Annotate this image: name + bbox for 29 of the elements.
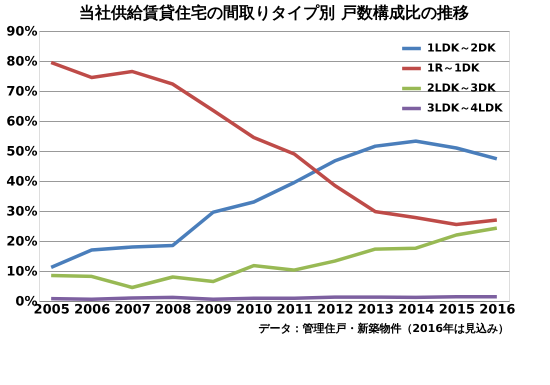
legend-label: 3LDK～4LDK: [427, 102, 504, 114]
x-tick-label: 2010: [236, 302, 272, 318]
y-tick-label: 90%: [6, 24, 38, 40]
x-tick-label: 2014: [398, 302, 434, 318]
x-tick-label: 2008: [155, 302, 192, 318]
line-series: [49, 139, 499, 270]
text: データ：管理住戸・新築物件（2016年は見込み）: [258, 322, 509, 335]
y-tick-label: 80%: [6, 54, 38, 70]
y-tick-label: 0%: [15, 294, 38, 310]
y-tick-label: 70%: [6, 84, 38, 100]
x-tick-label: 2007: [114, 302, 151, 318]
legend-label: 1R～1DK: [427, 62, 480, 74]
y-tick-label: 20%: [6, 234, 38, 250]
y-tick-label: 40%: [6, 174, 38, 190]
y-tick-label: 50%: [6, 144, 38, 160]
line-series: [49, 226, 499, 290]
legend-label: 1LDK～2DK: [427, 42, 496, 54]
chart-title: 当社供給賃貸住宅の間取りタイプ別 戸数構成比の推移: [79, 3, 469, 22]
x-tick-label: 2013: [358, 302, 394, 318]
x-tick-label: 2016: [479, 302, 516, 318]
y-tick-label: 10%: [6, 264, 38, 280]
legend-label: 2LDK～3DK: [427, 82, 496, 94]
x-tick-label: 2012: [317, 302, 354, 318]
x-tick-label: 2015: [438, 302, 475, 318]
x-tick-label: 2011: [276, 302, 313, 318]
y-tick-label: 30%: [6, 204, 38, 220]
y-tick-label: 60%: [6, 114, 38, 130]
x-tick-label: 2006: [74, 302, 110, 318]
x-tick-label: 2009: [196, 302, 232, 318]
